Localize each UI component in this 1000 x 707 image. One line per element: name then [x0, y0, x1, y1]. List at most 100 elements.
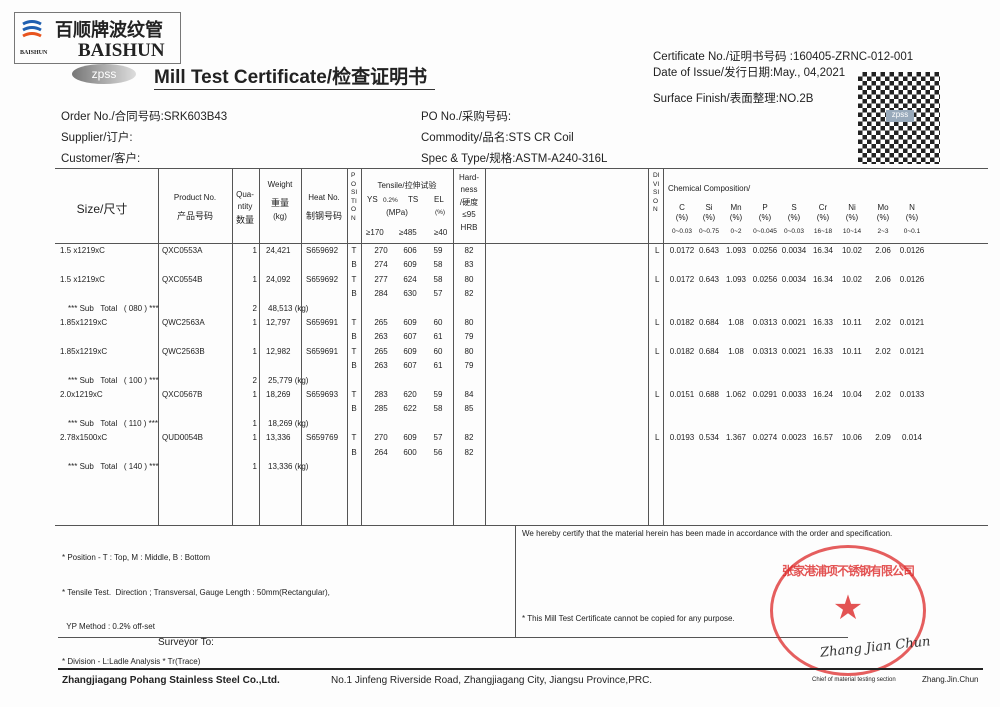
element-range: 0~0.1 [903, 228, 921, 235]
subtotal-qty: 2 [252, 375, 257, 385]
qr-zpss: zpss [886, 110, 914, 122]
col-ys-02: 0.2% [383, 197, 398, 204]
test-ys: 283 [374, 390, 388, 399]
chem-si: 0.688 [698, 390, 720, 399]
test-hardness: 82 [464, 289, 474, 299]
element-unit: (%) [876, 213, 890, 222]
row-product-no: QUD0054B [162, 433, 203, 443]
col-size: Size/尺寸 [76, 202, 128, 216]
test-position: T [351, 274, 357, 284]
element-unit: (%) [845, 213, 859, 222]
chem-p: 0.0274 [752, 433, 778, 443]
chem-n: 0.0126 [899, 274, 925, 284]
zpss-logo: zpss [72, 64, 136, 84]
subtotal-label: *** Sub Total ( 140 ) *** [68, 462, 159, 471]
row-division: L [655, 390, 660, 399]
po-no: PO No./采购号码: [421, 111, 512, 123]
test-el: 57 [433, 289, 443, 299]
element-si: Si [705, 203, 713, 212]
chem-mn: 1.062 [725, 390, 747, 399]
element-range: 0~0.03 [783, 228, 805, 235]
row-quantity: 1 [252, 433, 257, 443]
certificate-no: Certificate No./证明书号码 :160405-ZRNC-012-0… [653, 51, 914, 63]
test-ts: 609 [403, 346, 417, 356]
test-el: 61 [433, 332, 443, 342]
row-heat-no: S659692 [306, 274, 339, 284]
element-n: N [909, 203, 915, 212]
spec-type: Spec & Type/规格:ASTM-A240-316L [421, 153, 608, 165]
chem-p: 0.0313 [752, 346, 778, 356]
element-range: 10~14 [842, 228, 862, 235]
col-product-en: Product No. [173, 193, 217, 202]
chem-si: 0.643 [698, 246, 720, 255]
test-el: 58 [433, 274, 443, 284]
element-ni: Ni [848, 203, 856, 212]
element-s: S [791, 203, 797, 212]
test-hardness: 82 [464, 433, 474, 443]
row-division: L [655, 318, 660, 327]
col-hardness-3: /硬度 [459, 198, 479, 207]
test-ys: 274 [374, 260, 388, 270]
test-el: 60 [433, 346, 443, 356]
row-quantity: 1 [252, 346, 257, 356]
note: * Tensile Test. Direction ; Transversal,… [62, 587, 330, 597]
footer-company: Zhangjiagang Pohang Stainless Steel Co.,… [62, 675, 280, 686]
test-position: B [351, 260, 357, 270]
col-ts: TS [408, 195, 419, 204]
test-position: T [351, 246, 357, 255]
chem-mo: 2.02 [875, 390, 891, 399]
col-hardness-1: Hard- [458, 173, 480, 182]
chem-mn: 1.093 [725, 246, 747, 255]
logo-en: BAISHUN [78, 40, 165, 61]
row-division: L [655, 433, 660, 443]
row-weight: 12,797 [266, 318, 291, 327]
row-size: 1.5 x1219xC [60, 246, 105, 255]
row-weight: 24,092 [266, 274, 291, 284]
row-quantity: 1 [252, 390, 257, 399]
col-mpa: (MPa) [386, 208, 408, 217]
row-weight: 13,336 [266, 433, 291, 443]
chem-ni: 10.06 [841, 433, 863, 443]
chem-n: 0.0121 [899, 318, 925, 327]
element-mn: Mn [730, 203, 742, 212]
element-p: P [762, 203, 768, 212]
element-unit: (%) [758, 213, 772, 222]
element-unit: (%) [905, 213, 919, 222]
row-product-no: QWC2563B [162, 346, 205, 356]
element-c: C [679, 203, 685, 212]
test-ts: 624 [403, 274, 417, 284]
element-cr: Cr [818, 203, 828, 212]
col-weight-1: Weight [267, 180, 293, 189]
test-el: 58 [433, 260, 443, 270]
col-ys: YS [367, 195, 378, 204]
logo-cn: 百顺牌波纹管 [55, 20, 163, 41]
element-range: 2~3 [877, 228, 889, 235]
col-heat-2: 制钢号码 [305, 211, 343, 221]
subtotal-qty: 1 [252, 462, 257, 471]
commodity: Commodity/品名:STS CR Coil [421, 132, 574, 144]
element-range: 0~2 [730, 228, 742, 235]
col-tensile: Tensile/拉伸试验 [377, 181, 437, 190]
test-ts: 606 [403, 246, 417, 255]
row-quantity: 1 [252, 318, 257, 327]
subtotal-label: *** Sub Total ( 100 ) *** [68, 375, 159, 385]
test-hardness: 82 [464, 447, 474, 457]
logo-waves-icon [21, 19, 43, 43]
row-product-no: QXC0554B [162, 274, 203, 284]
test-ts: 609 [403, 433, 417, 443]
row-size: 2.0x1219xC [60, 390, 103, 399]
test-position: B [351, 404, 357, 414]
subtotal-weight: 48,513 (kg) [268, 303, 309, 313]
footer-chief-name: Zhang.Jin.Chun [922, 675, 979, 684]
chem-p: 0.0291 [752, 390, 778, 399]
test-hardness: 84 [464, 390, 474, 399]
qr-code-icon: zpss [858, 72, 940, 164]
element-range: 0~0.75 [698, 228, 720, 235]
chem-mo: 2.02 [875, 346, 891, 356]
element-unit: (%) [816, 213, 830, 222]
col-ts-min: ≥485 [399, 228, 417, 237]
chem-cr: 16.33 [812, 346, 834, 356]
row-division: L [655, 274, 660, 284]
chem-c: 0.0172 [669, 274, 695, 284]
col-el: EL [434, 195, 444, 204]
